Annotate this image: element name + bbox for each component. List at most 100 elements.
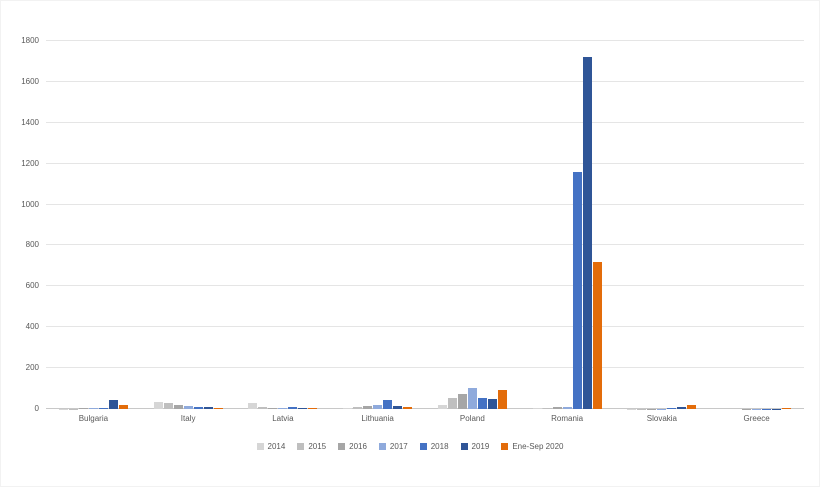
y-tick-label: 800 (25, 240, 39, 250)
y-tick-label: 1400 (21, 117, 39, 127)
legend-swatch-icon (419, 443, 427, 450)
bar-2019 (298, 407, 308, 409)
bar-2016 (363, 406, 373, 409)
bar-2017 (373, 404, 383, 409)
legend-label: 2019 (471, 442, 490, 451)
bar-ene-sep-2020 (118, 404, 128, 409)
bar-2018 (572, 171, 582, 409)
bar-2014 (153, 401, 163, 409)
legend-swatch-icon (501, 443, 509, 450)
y-tick-label: 600 (25, 281, 39, 291)
bar-2016 (552, 407, 562, 409)
x-axis: Bulgaria Italy Latvia Lithuania Poland Romani… (46, 414, 804, 423)
bar-2015 (258, 406, 268, 409)
gridlines (46, 40, 804, 409)
bar-2019 (108, 399, 118, 409)
legend-label: 2016 (349, 442, 367, 451)
bar-group-romania (520, 41, 615, 409)
bar-ene-sep-2020 (592, 261, 602, 409)
gridline (46, 285, 804, 287)
bar-ene-sep-2020 (782, 408, 792, 409)
bar-2018 (288, 406, 298, 409)
bar-2018 (98, 407, 108, 409)
bar-group-bulgaria (46, 41, 141, 409)
legend-label: 2015 (308, 442, 327, 451)
x-category-label: Poland (459, 414, 485, 423)
bar-2014 (248, 403, 258, 409)
y-tick-label: 200 (25, 363, 39, 373)
legend-label: 2017 (389, 442, 408, 451)
x-category-label: Bulgaria (78, 414, 109, 423)
bar-2014 (343, 407, 353, 409)
bar-2018 (193, 406, 203, 409)
bar-2016 (268, 407, 278, 409)
bar-2017 (88, 408, 98, 409)
x-category-label: Latvia (272, 414, 294, 423)
legend-item-2019: 2019 (460, 442, 490, 451)
bar-group-italy (141, 41, 236, 409)
bar-2019 (393, 405, 403, 409)
bar-group-slovakia (615, 41, 710, 409)
bar-ene-sep-2020 (687, 405, 697, 409)
plot-area (46, 40, 804, 409)
bar-group-lithuania (330, 41, 425, 409)
x-category-label: Lithuania (361, 414, 394, 423)
legend-swatch-icon (460, 443, 468, 450)
bar-2018 (477, 397, 487, 409)
bar-ene-sep-2020 (308, 408, 318, 409)
bar-2014 (437, 404, 447, 409)
legend-swatch-icon (378, 443, 386, 450)
y-axis: 0 200 400 600 800 1000 1200 1400 1600 1800 (1, 37, 39, 413)
bar-2017 (467, 387, 477, 409)
legend-swatch-icon (297, 443, 305, 450)
legend: 2014 2015 2016 2017 2018 2019 Ene-Sep 2020 (1, 442, 819, 451)
bar-ene-sep-2020 (497, 389, 507, 409)
bar-2015 (353, 406, 363, 409)
gridline (46, 162, 804, 164)
bar-2015 (163, 403, 173, 409)
y-tick-label: 0 (34, 404, 39, 413)
gridline (46, 121, 804, 123)
bar-2017 (183, 405, 193, 409)
bar-ene-sep-2020 (213, 407, 223, 409)
legend-item-2014: 2014 (256, 442, 286, 451)
bar-2019 (203, 407, 213, 409)
bar-2016 (78, 408, 88, 409)
x-category-label: Romania (551, 414, 584, 423)
y-tick-label: 1200 (21, 158, 39, 168)
gridline (46, 203, 804, 205)
bar-2014 (532, 408, 542, 409)
legend-item-2017: 2017 (378, 442, 408, 451)
legend-item-ene-sep-2020: Ene-Sep 2020 (501, 442, 563, 451)
legend-item-2015: 2015 (297, 442, 326, 451)
bar-2015 (542, 407, 552, 409)
gridline (46, 367, 804, 369)
bar-2017 (278, 407, 288, 409)
legend-label: 2014 (267, 442, 286, 451)
y-tick-label: 1600 (21, 76, 39, 86)
bar-group-latvia (236, 41, 331, 409)
legend-label: 2018 (430, 442, 449, 451)
legend-label: Ene-Sep 2020 (512, 442, 564, 451)
bar-ene-sep-2020 (403, 407, 413, 409)
legend-swatch-icon (338, 443, 346, 450)
y-tick-label: 1800 (21, 36, 39, 45)
x-category-label: Italy (180, 414, 196, 423)
legend-swatch-icon (256, 443, 264, 450)
bar-group-greece (709, 41, 804, 409)
x-category-label: Greece (743, 414, 770, 423)
y-tick-label: 400 (25, 322, 39, 332)
x-category-label: Slovakia (646, 414, 677, 423)
gridline (46, 326, 804, 328)
legend-item-2018: 2018 (419, 442, 449, 451)
bar-group-poland (425, 41, 520, 409)
bar-groups (46, 41, 804, 409)
bar-2019 (487, 398, 497, 409)
gridline (46, 80, 804, 82)
bar-2015 (447, 397, 457, 409)
bar-2019 (582, 57, 592, 409)
bar-2016 (173, 405, 183, 409)
gridline (46, 40, 804, 41)
gridline (46, 244, 804, 246)
